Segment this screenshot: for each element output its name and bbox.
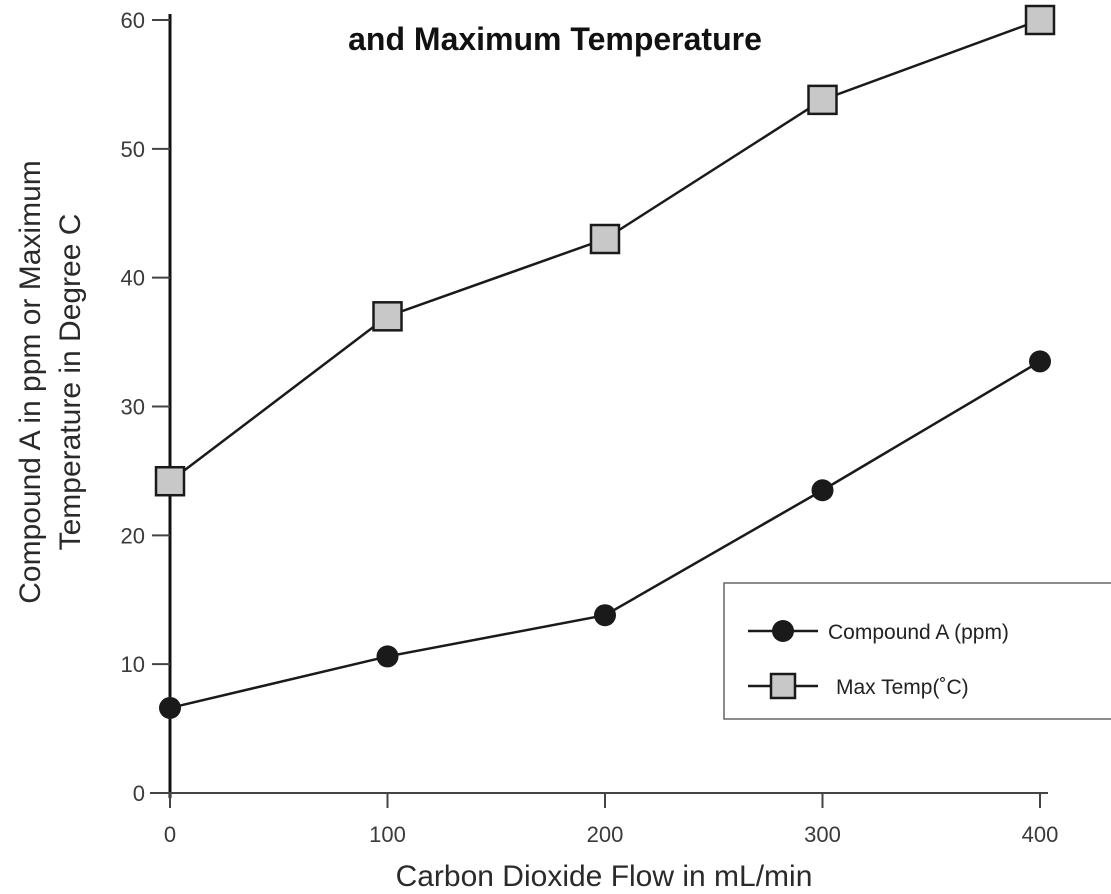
legend: Compound A (ppm) Max Temp(˚C) — [723, 582, 1111, 720]
data-point-compound-a — [1029, 350, 1051, 373]
y-tick-label: 60 — [121, 8, 145, 33]
legend-label-compound-a: Compound A (ppm) — [828, 621, 1009, 644]
data-point-max-temp — [154, 465, 186, 497]
x-tick-label: 300 — [804, 822, 841, 847]
x-tick-label: 200 — [587, 822, 624, 847]
ticks-layer: 0 10 20 30 40 50 60 0 100 200 300 400 — [121, 8, 1059, 847]
legend-marker-max-temp — [769, 672, 797, 700]
y-tick-label: 50 — [121, 137, 145, 162]
y-axis-title-line-1: Compound A in ppm or Maximum — [14, 160, 47, 604]
data-point-max-temp — [1024, 4, 1056, 36]
series-layer — [154, 4, 1056, 719]
data-point-compound-a — [811, 479, 834, 502]
y-tick-label: 10 — [121, 652, 145, 677]
y-tick-label: 40 — [121, 266, 145, 291]
data-point-max-temp — [807, 84, 838, 116]
legend-label-max-temp: Max Temp(˚C) — [836, 676, 969, 699]
data-point-compound-a — [594, 604, 616, 627]
x-tick-label: 400 — [1022, 822, 1059, 847]
data-point-compound-a — [159, 696, 181, 719]
data-point-max-temp — [372, 301, 403, 332]
data-point-compound-a — [376, 645, 399, 668]
y-tick-label: 20 — [121, 523, 145, 548]
y-axis-title: Compound A in ppm or Maximum Temperature… — [14, 160, 87, 604]
x-tick-label: 100 — [369, 822, 406, 847]
chart-title: and Maximum Temperature — [348, 21, 762, 57]
y-axis-title-line-2: Temperature in Degree C — [54, 214, 87, 551]
y-tick-label: 30 — [121, 395, 145, 420]
data-point-max-temp — [589, 223, 621, 255]
x-tick-label: 0 — [164, 822, 176, 847]
y-tick-label: 0 — [133, 781, 145, 806]
legend-marker-compound-a — [772, 620, 794, 642]
x-axis-title: Carbon Dioxide Flow in mL/min — [396, 860, 813, 893]
